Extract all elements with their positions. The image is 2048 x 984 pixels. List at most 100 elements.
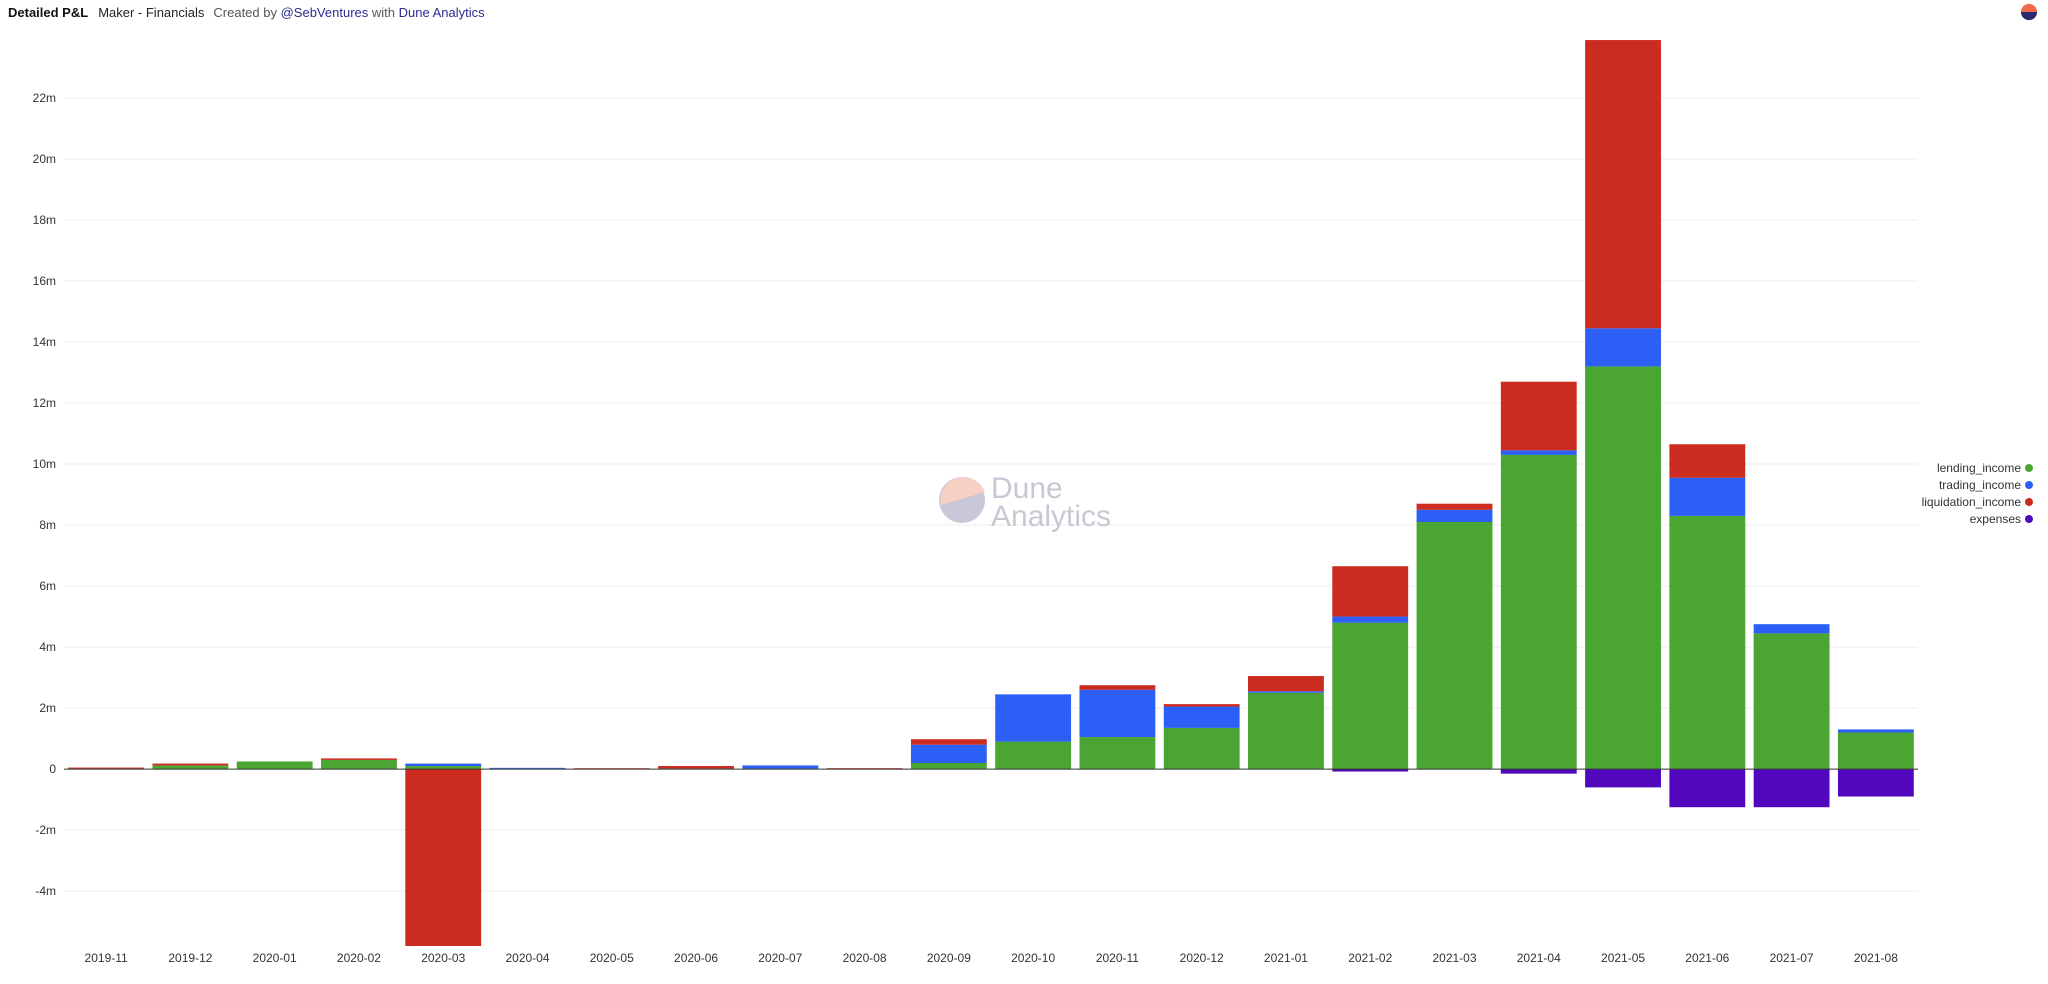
legend-marker-trading_income[interactable] (2025, 481, 2033, 489)
bars (68, 40, 1914, 946)
bar-lending_income[interactable] (1416, 522, 1493, 770)
bar-lending_income[interactable] (405, 766, 482, 770)
bar-liquidation_income[interactable] (658, 766, 734, 769)
bar-liquidation_income[interactable] (152, 763, 229, 766)
x-tick-label: 2021-08 (1854, 951, 1898, 965)
x-tick-label: 2020-03 (421, 951, 465, 965)
x-tick-label: 2020-06 (674, 951, 718, 965)
watermark: Dune Analytics (939, 472, 1111, 533)
watermark-line1: Dune (991, 472, 1063, 505)
bar-liquidation_income[interactable] (1416, 503, 1493, 510)
bar-liquidation_income[interactable] (1332, 566, 1409, 617)
bar-lending_income[interactable] (1837, 732, 1914, 770)
bar-liquidation_income[interactable] (68, 767, 145, 769)
x-tick-label: 2020-02 (337, 951, 381, 965)
bar-lending_income[interactable] (1753, 633, 1830, 770)
bar-trading_income[interactable] (1332, 616, 1409, 623)
y-tick-label: 22m (33, 91, 56, 105)
bar-expenses[interactable] (1753, 769, 1830, 808)
bar-lending_income[interactable] (1585, 366, 1661, 770)
y-tick-label: 16m (33, 274, 56, 288)
x-axis: 2019-11 2019-12 2020-01 2020-02 2020-03 2020-… (85, 951, 1899, 965)
bar-trading_income[interactable] (742, 765, 819, 769)
bar-trading_income[interactable] (1585, 328, 1661, 367)
bar-liquidation_income[interactable] (1079, 685, 1156, 690)
bar-liquidation_income[interactable] (1500, 381, 1577, 451)
bar-liquidation_income[interactable] (1163, 704, 1240, 707)
bar-lending_income[interactable] (1332, 622, 1409, 770)
bar-liquidation_income[interactable] (1669, 444, 1746, 478)
bar-trading_income[interactable] (1753, 624, 1830, 634)
legend-marker-expenses[interactable] (2025, 515, 2033, 523)
bar-lending_income[interactable] (1500, 454, 1577, 770)
dashboard-header: Detailed P&L Maker - Financials Created … (8, 2, 485, 22)
x-tick-label: 2020-12 (1180, 951, 1224, 965)
bar-liquidation_income[interactable] (405, 769, 482, 946)
watermark-line2: Analytics (991, 500, 1111, 533)
x-tick-label: 2021-04 (1517, 951, 1561, 965)
x-tick-label: 2020-01 (253, 951, 297, 965)
x-tick-label: 2020-04 (505, 951, 549, 965)
bar-lending_income[interactable] (910, 762, 987, 770)
bar-liquidation_income[interactable] (321, 758, 397, 760)
created-by-label: Created by (213, 4, 277, 20)
bar-lending_income[interactable] (152, 765, 229, 770)
with-label: with (371, 4, 396, 20)
bar-liquidation_income[interactable] (1248, 676, 1324, 692)
x-tick-label: 2019-12 (168, 951, 212, 965)
legend-label-liquidation_income: liquidation_income (1922, 495, 2022, 509)
x-tick-label: 2020-07 (758, 951, 802, 965)
bar-lending_income[interactable] (321, 759, 397, 770)
bar-liquidation_income[interactable] (910, 739, 987, 745)
bar-trading_income[interactable] (489, 767, 566, 769)
bar-lending_income[interactable] (1669, 515, 1746, 770)
y-tick-label: 6m (39, 579, 56, 593)
bar-expenses[interactable] (1585, 769, 1661, 788)
legend-label-trading_income: trading_income (1939, 478, 2021, 492)
platform-link[interactable]: Dune Analytics (398, 4, 485, 20)
y-tick-label: 18m (33, 213, 56, 227)
dashboard-subtitle[interactable]: Maker - Financials (98, 4, 205, 20)
bar-trading_income[interactable] (1079, 689, 1156, 738)
bar-trading_income[interactable] (1669, 477, 1746, 516)
y-tick-label: 4m (39, 640, 56, 654)
bar-lending_income[interactable] (995, 741, 1072, 770)
bar-trading_income[interactable] (1248, 691, 1324, 693)
x-tick-label: 2020-11 (1096, 951, 1139, 965)
bar-trading_income[interactable] (1416, 509, 1493, 522)
bar-trading_income[interactable] (910, 744, 987, 763)
x-tick-label: 2020-10 (1011, 951, 1055, 965)
author-link[interactable]: @SebVentures (280, 4, 369, 20)
legend-label-expenses: expenses (1970, 512, 2021, 526)
x-tick-label: 2021-05 (1601, 951, 1645, 965)
x-tick-label: 2021-07 (1770, 951, 1814, 965)
bar-trading_income[interactable] (995, 694, 1072, 742)
bar-trading_income[interactable] (405, 763, 482, 767)
bar-lending_income[interactable] (236, 761, 313, 770)
bar-trading_income[interactable] (1837, 729, 1914, 733)
dashboard-title: Detailed P&L (8, 4, 89, 20)
x-tick-label: 2020-05 (590, 951, 634, 965)
bar-trading_income[interactable] (1500, 450, 1577, 455)
legend-marker-lending_income[interactable] (2025, 464, 2033, 472)
bar-expenses[interactable] (1500, 769, 1577, 774)
x-tick-label: 2021-01 (1264, 951, 1308, 965)
bar-expenses[interactable] (1669, 769, 1746, 808)
y-tick-label: 2m (39, 701, 56, 715)
y-tick-label: 14m (33, 335, 56, 349)
legend: lending_income trading_income liquidation_… (1922, 461, 2033, 526)
user-avatar-icon[interactable] (2020, 3, 2038, 21)
bar-lending_income[interactable] (1248, 692, 1324, 770)
bar-expenses[interactable] (1837, 769, 1914, 797)
x-tick-label: 2021-06 (1685, 951, 1729, 965)
bar-trading_income[interactable] (1163, 706, 1240, 728)
bar-lending_income[interactable] (1079, 737, 1156, 770)
bar-liquidation_income[interactable] (1585, 40, 1661, 329)
y-tick-label: 0 (49, 762, 56, 776)
y-tick-label: 20m (33, 152, 56, 166)
bar-expenses[interactable] (1332, 769, 1409, 772)
legend-marker-liquidation_income[interactable] (2025, 498, 2033, 506)
bar-liquidation_income[interactable] (573, 768, 650, 769)
bar-lending_income[interactable] (1163, 727, 1240, 770)
x-tick-label: 2020-09 (927, 951, 971, 965)
